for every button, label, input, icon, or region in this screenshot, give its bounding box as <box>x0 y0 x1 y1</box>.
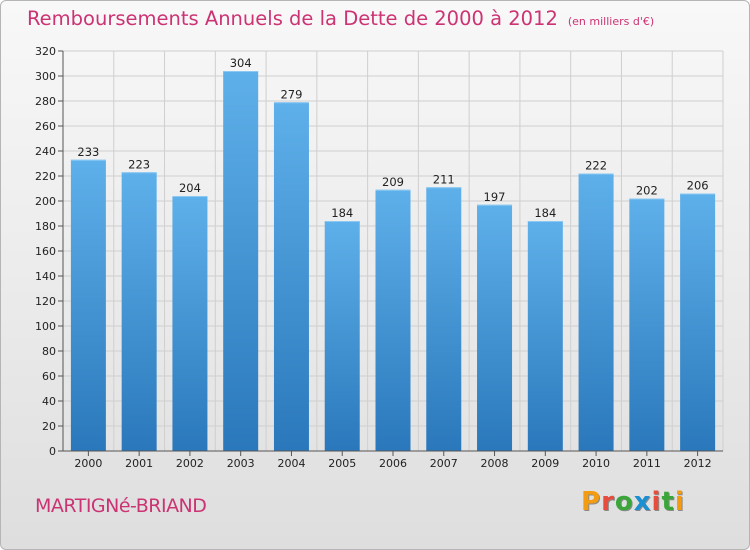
commune-name: MARTIGNé-BRIAND <box>35 495 207 517</box>
data-label: 184 <box>534 206 556 220</box>
x-tick-label: 2006 <box>379 457 407 470</box>
bar-2007 <box>426 187 462 451</box>
bar-2002 <box>172 196 208 451</box>
title-row: Remboursements Annuels de la Dette de 20… <box>27 7 654 30</box>
logo-letter: i <box>674 487 685 517</box>
x-tick-label: 2009 <box>531 457 559 470</box>
data-label: 209 <box>382 175 404 189</box>
data-label: 223 <box>128 157 150 171</box>
bar-2010 <box>578 173 614 451</box>
x-tick-label: 2004 <box>277 457 305 470</box>
y-tick-label: 80 <box>42 345 56 358</box>
bar-2005 <box>324 221 360 451</box>
bar-2008 <box>477 204 513 451</box>
y-tick-label: 40 <box>42 395 56 408</box>
y-tick-label: 280 <box>35 95 56 108</box>
y-tick-label: 160 <box>35 245 56 258</box>
y-tick-label: 20 <box>42 420 56 433</box>
bar-2011 <box>629 198 665 451</box>
x-tick-label: 2005 <box>328 457 356 470</box>
unit-label: (en milliers d'€) <box>567 15 655 28</box>
logo-letter: o <box>614 487 634 517</box>
bars: 233 223 204 304 279 184 209 211 197 184 222 202 206 <box>70 56 716 451</box>
bar-2004 <box>273 102 309 451</box>
x-tick-label: 2012 <box>684 457 712 470</box>
data-label: 206 <box>687 179 709 193</box>
bar-2012 <box>680 193 716 451</box>
axes: 0 20 40 60 80 100 120 140 160 180 200 220 240 260 280 3… <box>35 45 723 470</box>
y-tick-label: 120 <box>35 295 56 308</box>
y-tick-label: 260 <box>35 120 56 133</box>
bar-2006 <box>375 189 411 451</box>
logo-letter: P <box>581 487 602 517</box>
y-tick-label: 320 <box>35 45 56 58</box>
data-label: 304 <box>230 56 252 70</box>
y-tick-label: 200 <box>35 195 56 208</box>
x-tick-label: 2007 <box>430 457 458 470</box>
y-tick-label: 100 <box>35 320 56 333</box>
data-label: 279 <box>280 87 302 101</box>
x-tick-label: 2008 <box>481 457 509 470</box>
y-tick-label: 0 <box>49 445 56 458</box>
bar-2003 <box>223 71 259 451</box>
bar-2000 <box>70 159 106 451</box>
data-label: 202 <box>636 184 658 198</box>
bar-2001 <box>121 172 157 451</box>
logo-letter: i <box>651 487 662 517</box>
y-tick-label: 140 <box>35 270 56 283</box>
x-tick-label: 2000 <box>74 457 102 470</box>
y-tick-label: 60 <box>42 370 56 383</box>
x-tick-label: 2002 <box>176 457 204 470</box>
data-label: 211 <box>433 172 455 186</box>
chart-title: Remboursements Annuels de la Dette de 20… <box>27 7 558 30</box>
y-tick-label: 240 <box>35 145 56 158</box>
bar-2009 <box>527 221 563 451</box>
logo-letter: t <box>661 487 675 517</box>
x-tick-label: 2011 <box>633 457 661 470</box>
data-label: 204 <box>179 181 201 195</box>
y-tick-label: 220 <box>35 170 56 183</box>
x-tick-label: 2001 <box>125 457 153 470</box>
x-tick-label: 2003 <box>227 457 255 470</box>
proxiti-logo[interactable]: Proxiti <box>581 487 685 517</box>
data-label: 233 <box>77 145 99 159</box>
logo-letter: r <box>601 487 615 517</box>
x-tick-label: 2010 <box>582 457 610 470</box>
data-label: 184 <box>331 206 353 220</box>
data-label: 222 <box>585 159 607 173</box>
y-tick-label: 180 <box>35 220 56 233</box>
logo-letter: x <box>633 487 652 517</box>
data-label: 197 <box>484 190 506 204</box>
y-tick-label: 300 <box>35 70 56 83</box>
